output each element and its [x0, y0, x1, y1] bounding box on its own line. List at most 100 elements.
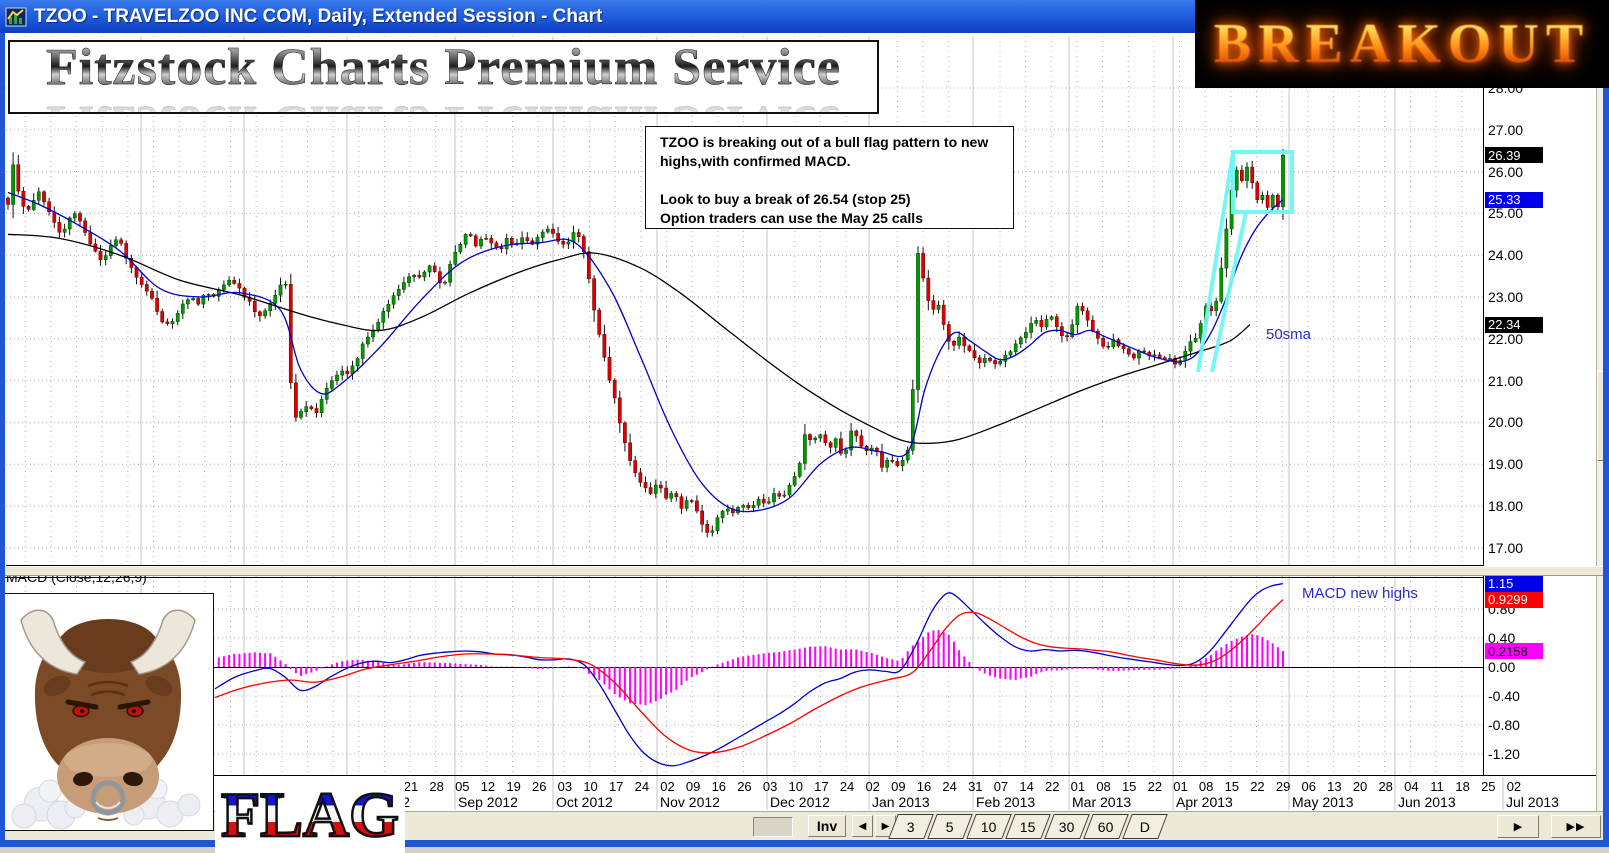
day-label: 10 [788, 779, 803, 794]
price-tick: 18.00 [1488, 498, 1524, 514]
annotation-line: Option traders can use the May 25 calls [660, 210, 923, 226]
price-badge: 25.33 [1485, 191, 1543, 208]
day-label: 28 [429, 779, 444, 794]
macd-tick: -0.80 [1488, 717, 1520, 733]
macd-badge: 1.15 [1485, 575, 1543, 592]
price-tick: 17.00 [1488, 539, 1524, 556]
day-label: 14 [1019, 779, 1034, 794]
day-label: 01 [1173, 779, 1188, 794]
day-label: 12 [480, 779, 496, 794]
day-label: 24 [942, 779, 957, 794]
day-label: 18 [1455, 779, 1470, 794]
day-label: 24 [634, 779, 650, 794]
month-label: Feb 2013 [976, 794, 1036, 810]
desktop-strip [0, 847, 1609, 853]
month-label: Jan 2013 [872, 794, 930, 810]
month-label: Jun 2013 [1398, 794, 1456, 810]
banner-text: Fitzstock Charts Premium Service [10, 42, 877, 97]
day-label: 24 [839, 779, 855, 794]
price-tick: 24.00 [1488, 247, 1524, 264]
day-label: 03 [762, 779, 778, 794]
month-label: Sep 2012 [458, 794, 518, 810]
day-label: 15 [1121, 779, 1137, 794]
day-label: 17 [814, 779, 829, 794]
day-label: 26 [532, 779, 547, 794]
day-label: 16 [711, 779, 727, 794]
day-label: 22 [1147, 779, 1163, 794]
flag-text: FLAG [220, 778, 400, 850]
interval-tab-15[interactable]: 15 [1005, 814, 1051, 839]
price-badge: 26.39 [1485, 147, 1543, 164]
day-label: 15 [1224, 779, 1240, 794]
day-label: 28 [1378, 779, 1393, 794]
window-title: TZOO - TRAVELZOO INC COM, Daily, Extende… [34, 5, 603, 27]
interval-tab-D[interactable]: D [1122, 814, 1168, 839]
price-tick: 23.00 [1488, 289, 1524, 305]
day-label: 22 [1045, 779, 1060, 794]
annotation-line: TZOO is breaking out of a bull flag patt… [660, 134, 989, 150]
day-label: 02 [1506, 779, 1522, 794]
day-label: 11 [1430, 779, 1444, 794]
inv-button[interactable]: Inv [808, 815, 846, 837]
day-label: 05 [455, 779, 470, 794]
day-label: 04 [1404, 779, 1419, 794]
flag-graphic: FLAG [215, 776, 405, 853]
month-label: Nov 2012 [660, 794, 720, 810]
price-tick: 19.00 [1488, 456, 1524, 473]
day-label: 13 [1327, 779, 1342, 794]
window-border-bottom [0, 840, 1609, 847]
interval-tab-60[interactable]: 60 [1083, 814, 1129, 839]
banner-graphic: Fitzstock Charts Premium Service Fitzsto… [8, 40, 879, 114]
day-label: 02 [865, 779, 880, 794]
interval-tab-5[interactable]: 5 [927, 814, 973, 839]
interval-tab-10[interactable]: 10 [966, 814, 1012, 839]
day-label: 20 [1352, 779, 1368, 794]
day-label: 21 [403, 779, 419, 794]
scroll-left-button[interactable]: ◀ [852, 815, 873, 837]
day-label: 17 [608, 779, 624, 794]
sma50-label: 50sma [1266, 326, 1312, 343]
day-label: 08 [1096, 779, 1111, 794]
month-label: Dec 2012 [770, 794, 830, 810]
annotation-line: Look to buy a break of 26.54 (stop 25) [660, 191, 911, 207]
scroll-step-button[interactable]: ▶ [1497, 815, 1539, 838]
banner-reflection: Fitzstock Charts Premium Service [10, 89, 877, 112]
month-label: May 2013 [1292, 794, 1354, 810]
hscrollbar-thumb[interactable] [753, 817, 793, 837]
interval-tab-3[interactable]: 3 [888, 814, 934, 839]
price-tick: 27.00 [1488, 121, 1524, 138]
day-label: 07 [993, 779, 1009, 794]
day-label: 09 [891, 779, 906, 794]
day-label: 06 [1301, 779, 1316, 794]
bull-image [2, 593, 214, 831]
day-label: 01 [1070, 779, 1086, 794]
interval-tab-30[interactable]: 30 [1044, 814, 1090, 839]
month-label: Oct 2012 [556, 794, 613, 810]
day-label: 25 [1481, 779, 1496, 794]
day-label: 26 [737, 779, 752, 794]
month-label: Mar 2013 [1072, 794, 1132, 810]
day-label: 19 [506, 779, 521, 794]
macd-tick: -1.20 [1488, 746, 1520, 762]
day-label: 22 [1250, 779, 1265, 794]
window-border-right [1603, 0, 1609, 847]
macd-badge: 0.2158 [1485, 643, 1543, 660]
interval-tabs: 3 5 10 15 30 60 D [888, 814, 1168, 839]
window-border-left [0, 33, 5, 847]
chart-icon [5, 6, 27, 28]
scroll-end-button[interactable]: ▶▶ [1551, 815, 1601, 838]
price-tick: 25.00 [1488, 205, 1524, 222]
annotation-note: TZOO is breaking out of a bull flag patt… [645, 126, 1014, 229]
price-tick: 26.00 [1488, 163, 1524, 180]
day-label: 10 [583, 779, 598, 794]
macd-tick: 0.00 [1488, 659, 1516, 675]
month-label: Jul 2013 [1506, 794, 1559, 810]
day-label: 03 [557, 779, 573, 794]
annotation-line: highs,with confirmed MACD. [660, 153, 851, 169]
breakout-text: BREAKOUT [1213, 13, 1591, 75]
day-label: 09 [685, 779, 701, 794]
pane-splitter[interactable] [0, 566, 1609, 576]
price-tick: 20.00 [1488, 414, 1524, 431]
macd-badge: 0.9299 [1485, 591, 1543, 608]
